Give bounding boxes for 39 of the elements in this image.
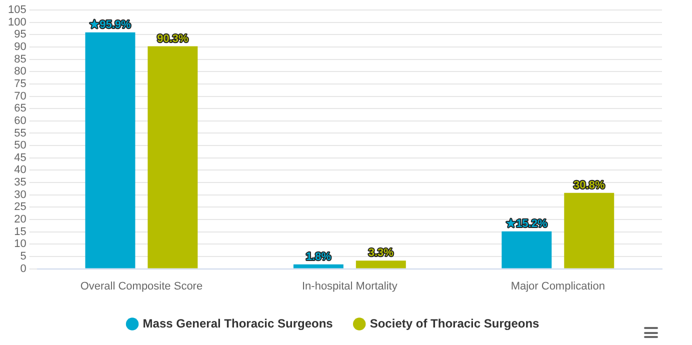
y-tick-label: 95 [14, 28, 26, 41]
x-tick-label: In-hospital Mortality [302, 280, 398, 292]
y-tick-label: 10 [14, 238, 26, 250]
y-tick-label: 80 [14, 66, 26, 78]
y-tick-label: 50 [14, 140, 26, 152]
y-tick-label: 75 [14, 78, 26, 90]
legend-label: Mass General Thoracic Surgeons [142, 316, 334, 330]
data-label: 30.8% [574, 179, 605, 192]
y-tick-label: 25 [14, 201, 26, 214]
bar [502, 231, 552, 268]
bar [148, 46, 198, 268]
y-tick-label: 105 [8, 4, 26, 16]
y-tick-label: 0 [20, 262, 26, 275]
y-tick-label: 30 [14, 188, 26, 201]
y-tick-label: 65 [14, 102, 26, 115]
bar [293, 264, 344, 268]
data-label: 90.3% [157, 32, 188, 45]
y-tick-label: 40 [14, 164, 26, 176]
y-tick-label: 70 [14, 90, 26, 102]
legend-label: Society of Thoracic Surgeons [370, 316, 540, 330]
y-tick-label: 100 [8, 16, 26, 28]
x-tick-label: Major Complication [510, 280, 605, 292]
y-tick-label: 15 [14, 226, 26, 238]
y-tick-label: 20 [14, 214, 26, 226]
y-tick-label: 5 [20, 250, 26, 263]
data-label: ★15.2% [506, 218, 548, 230]
x-tick-label: Overall Composite Score [80, 280, 203, 292]
y-tick-label: 35 [14, 176, 26, 189]
y-tick-label: 90 [14, 41, 26, 54]
y-tick-label: 85 [14, 53, 26, 66]
data-label: 3.3% [368, 247, 394, 260]
data-label: ★95.9% [90, 18, 132, 31]
y-tick-label: 45 [14, 152, 26, 164]
bar [356, 260, 406, 268]
y-tick-label: 60 [14, 114, 26, 127]
y-tick-label: 55 [14, 127, 26, 140]
data-label: 1.8% [306, 250, 332, 263]
bar [564, 192, 614, 268]
bar [85, 32, 136, 268]
